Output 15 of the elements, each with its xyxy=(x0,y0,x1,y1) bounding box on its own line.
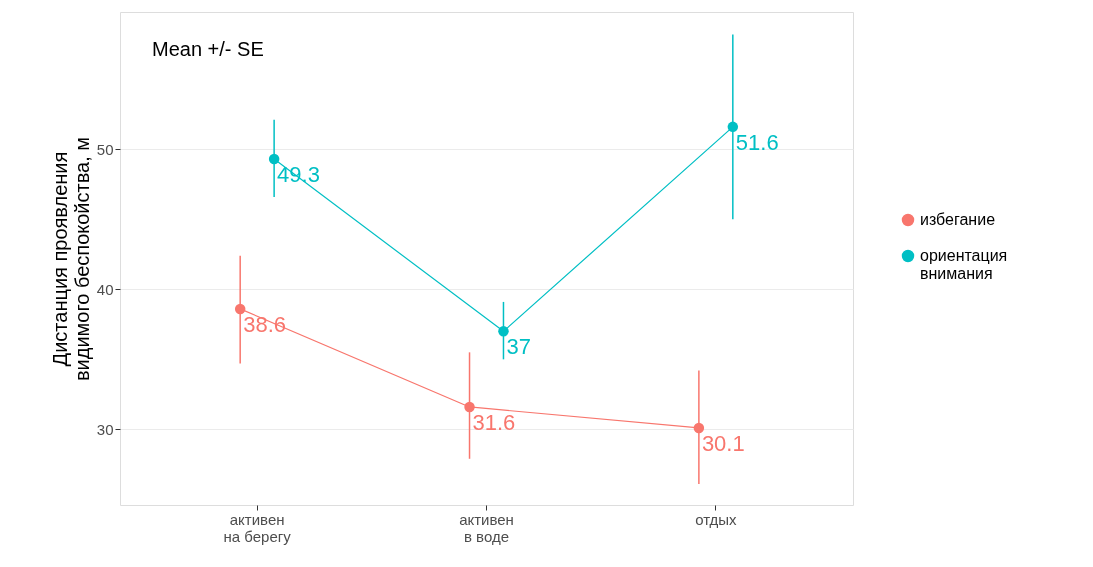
data-label: 38.6 xyxy=(243,311,287,337)
x-tick-label: активен на берегу xyxy=(223,510,292,545)
x-tick-label: отдых xyxy=(695,510,738,528)
y-axis-title: Дистанция проявления видимого беспокойства, м xyxy=(48,136,93,382)
data-label: 31.6 xyxy=(472,409,516,435)
legend-label: ориентация внимания xyxy=(920,247,1008,282)
annotation: Mean +/- SE xyxy=(152,38,264,60)
data-label: 30.1 xyxy=(701,430,745,456)
data-label: 51.6 xyxy=(735,129,779,155)
y-tick-label: 30 xyxy=(96,420,114,438)
x-tick-label: активен в воде xyxy=(459,510,514,545)
data-label: 37 xyxy=(506,334,531,360)
y-tick-label: 50 xyxy=(96,140,114,158)
legend-label: избегание xyxy=(920,211,996,228)
y-tick-label: 40 xyxy=(96,280,114,298)
